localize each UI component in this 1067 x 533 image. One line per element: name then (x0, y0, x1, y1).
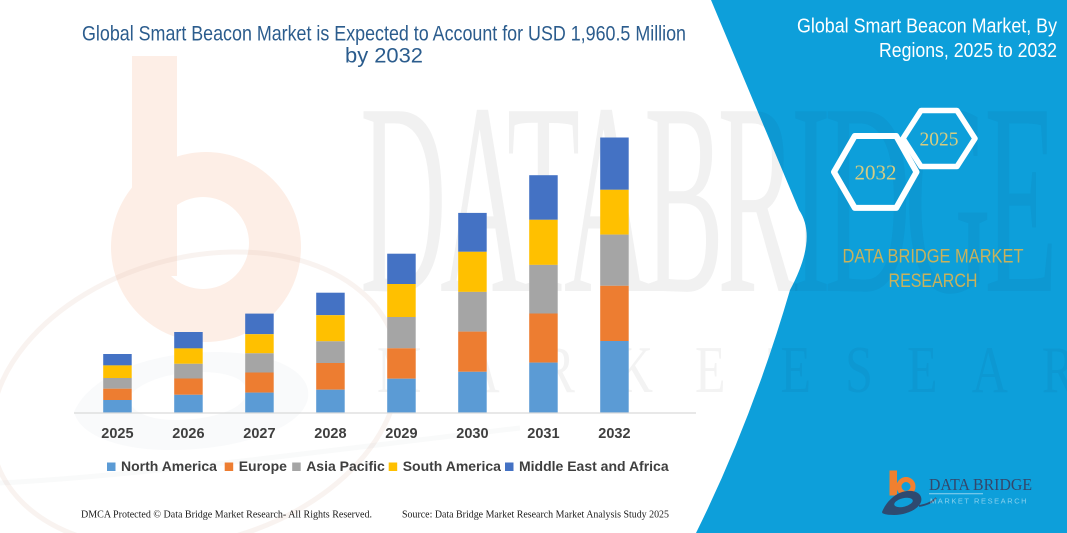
svg-text:Middle East and Africa: Middle East and Africa (519, 458, 669, 474)
svg-text:2027: 2027 (243, 426, 275, 442)
svg-text:Europe: Europe (239, 458, 287, 474)
svg-text:2030: 2030 (456, 426, 488, 442)
svg-text:2028: 2028 (314, 426, 346, 442)
svg-text:2025: 2025 (101, 426, 133, 442)
svg-text:Source: Data Bridge Market Res: Source: Data Bridge Market Research Mark… (402, 509, 669, 521)
svg-text:Regions, 2025 to 2032: Regions, 2025 to 2032 (879, 40, 1057, 62)
svg-text:DATA BRIDGE MARKET: DATA BRIDGE MARKET (843, 247, 1024, 268)
svg-text:DATA BRIDGE: DATA BRIDGE (929, 475, 1032, 494)
svg-text:Global Smart Beacon Market is: Global Smart Beacon Market is Expected t… (82, 23, 686, 46)
svg-text:2031: 2031 (527, 426, 559, 442)
svg-text:MARKET RESEARCH: MARKET RESEARCH (930, 497, 1028, 506)
svg-text:2026: 2026 (172, 426, 204, 442)
svg-text:2032: 2032 (855, 161, 897, 185)
svg-text:2029: 2029 (385, 426, 417, 442)
svg-text:Global Smart Beacon Market, By: Global Smart Beacon Market, By (797, 16, 1057, 38)
svg-text:DMCA Protected © Data Bridge M: DMCA Protected © Data Bridge Market Rese… (81, 509, 372, 521)
svg-text:2025: 2025 (920, 130, 959, 151)
svg-text:by 2032: by 2032 (345, 45, 423, 68)
svg-text:Asia Pacific: Asia Pacific (306, 458, 385, 474)
svg-text:RESEARCH: RESEARCH (889, 271, 978, 292)
svg-text:2032: 2032 (598, 426, 630, 442)
svg-text:South America: South America (403, 458, 501, 474)
svg-text:North America: North America (121, 458, 217, 474)
